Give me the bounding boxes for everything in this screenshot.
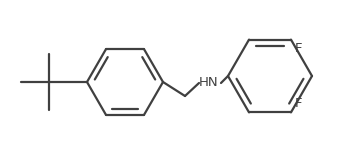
Text: HN: HN: [199, 77, 219, 89]
Text: F: F: [295, 42, 302, 55]
Text: F: F: [295, 97, 302, 110]
